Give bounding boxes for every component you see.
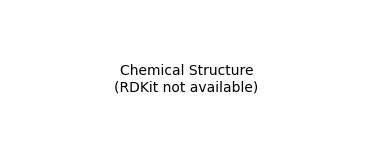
Text: Chemical Structure
(RDKit not available): Chemical Structure (RDKit not available) bbox=[115, 64, 258, 94]
